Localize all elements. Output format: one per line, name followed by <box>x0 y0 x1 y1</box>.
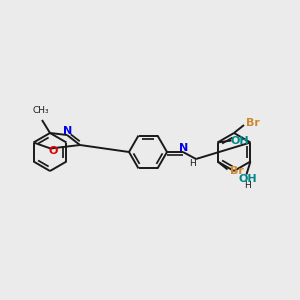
Text: H: H <box>190 160 196 169</box>
Text: Br: Br <box>230 167 244 176</box>
Text: OH: OH <box>230 136 249 146</box>
Text: OH: OH <box>238 175 257 184</box>
Text: N: N <box>179 143 189 153</box>
Text: O: O <box>49 146 58 157</box>
Text: Br: Br <box>246 118 260 128</box>
Text: N: N <box>63 126 73 136</box>
Text: CH₃: CH₃ <box>33 106 49 115</box>
Text: H: H <box>244 181 251 190</box>
